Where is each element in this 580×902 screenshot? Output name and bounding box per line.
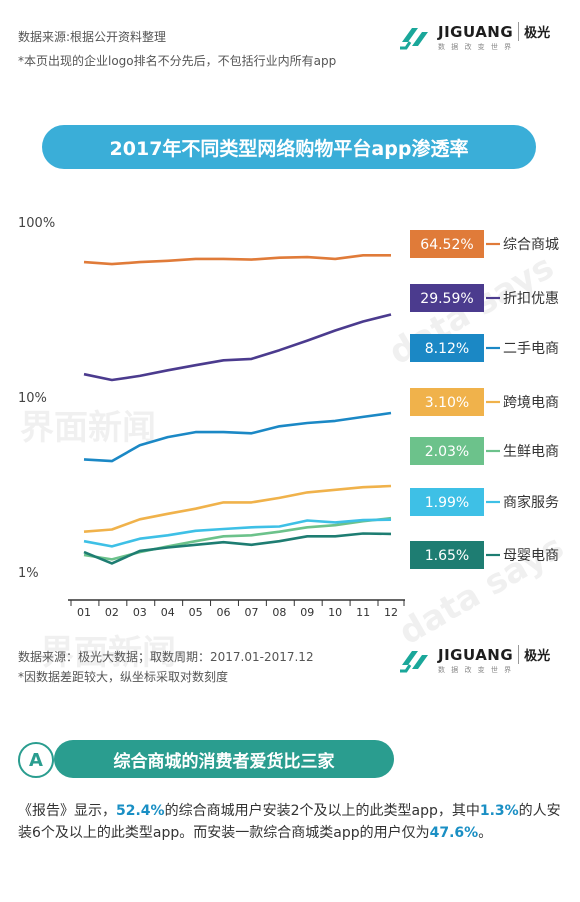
brand-cn: 极光 (518, 645, 550, 664)
jiguang-logo-icon (400, 28, 428, 50)
series-value-badge (410, 334, 484, 362)
chart-title: 2017年不同类型网络购物平台app渗透率 (42, 125, 536, 169)
series-value-badge (410, 541, 484, 569)
series-value-label: 3.10% (425, 395, 469, 411)
series-line (83, 532, 392, 565)
watermark-cn-upper: 界面新闻 (20, 408, 156, 448)
x-tick-label: 04 (161, 606, 175, 619)
series-value-badge (410, 230, 484, 258)
section-letter-badge: A (18, 742, 54, 778)
x-tick-label: 06 (217, 606, 231, 619)
series-value-label: 64.52% (420, 237, 473, 253)
para-highlight: 1.3% (479, 803, 519, 819)
x-tick-label: 05 (189, 606, 203, 619)
footer-note: *因数据差距较大，纵坐标采取对数刻度 (18, 670, 229, 684)
legend-label: 综合商城 (503, 237, 559, 253)
y-tick-label: 10% (18, 391, 47, 406)
series-value-badge (410, 284, 484, 312)
brand-logo-top: JIGUANG 极光 数 据 改 变 世 界 (398, 22, 550, 52)
series-value-label: 1.99% (425, 495, 469, 511)
jiguang-logo-icon (400, 651, 428, 673)
para-highlight: 52.4% (116, 803, 165, 819)
series-value-badge (410, 437, 484, 465)
x-tick-label: 01 (77, 606, 91, 619)
legend-label: 商家服务 (503, 494, 559, 511)
section-paragraph: 《报告》显示，52.4%的综合商城用户安装2个及以上的此类型app，其中1.3%… (18, 800, 566, 844)
header-note: *本页出现的企业logo排名不分先后，不包括行业内所有app (18, 54, 337, 68)
line-chart: 100% 10% 1% 01 02 03 04 05 06 07 08 09 10 11 12 64.52% 综… (18, 216, 559, 619)
series-value-label: 8.12% (425, 341, 469, 357)
x-tick-label: 10 (328, 606, 342, 619)
para-text: 《报告》显示， (18, 803, 116, 819)
series-line (83, 484, 392, 533)
x-tick-label: 11 (356, 606, 370, 619)
legend-label: 母婴电商 (503, 548, 559, 564)
x-tick-label: 02 (105, 606, 119, 619)
legend-label: 跨境电商 (503, 395, 559, 411)
footer-source: 数据来源：极光大数据；取数周期：2017.01-2017.12 (18, 650, 314, 664)
legend-label: 折扣优惠 (503, 291, 559, 307)
brand-name: JIGUANG (438, 645, 514, 664)
series-value-label: 29.59% (420, 291, 473, 307)
series-value-badge (410, 388, 484, 416)
para-highlight: 47.6% (429, 825, 479, 841)
brand-slogan: 数 据 改 变 世 界 (438, 666, 514, 674)
header-source: 数据来源:根据公开资料整理 (18, 30, 167, 44)
series-line (83, 254, 391, 266)
x-tick-label: 09 (300, 606, 314, 619)
brand-logo-bottom: JIGUANG 极光 数 据 改 变 世 界 (398, 645, 550, 675)
brand-cn: 极光 (518, 22, 550, 41)
para-text: 。 (478, 825, 493, 841)
x-tick-label: 03 (133, 606, 147, 619)
series-value-label: 2.03% (425, 444, 469, 460)
x-tick-label: 07 (244, 606, 258, 619)
x-tick-label: 08 (272, 606, 286, 619)
x-tick-label: 12 (384, 606, 398, 619)
y-tick-label: 1% (18, 566, 39, 581)
series-value-badge (410, 488, 484, 516)
legend-label: 生鲜电商 (503, 444, 559, 460)
para-text: 的综合商城用户安装2个及以上的此类型app，其中 (164, 803, 480, 819)
brand-slogan: 数 据 改 变 世 界 (438, 43, 514, 51)
legend-label: 二手电商 (503, 341, 559, 357)
y-tick-label: 100% (18, 216, 55, 231)
series-value-label: 1.65% (425, 548, 469, 564)
series-line (83, 411, 392, 463)
section-title: 综合商城的消费者爱货比三家 (54, 740, 394, 778)
brand-name: JIGUANG (438, 22, 514, 41)
series-line (83, 516, 392, 561)
para-text: 的人安装6个及以上的此类型app。而安装一款综合商城类app的用户仅为 (18, 803, 561, 841)
series-line (83, 313, 392, 382)
series-line (83, 518, 392, 548)
watermark-cn-lower: 界面新闻 (40, 633, 176, 673)
